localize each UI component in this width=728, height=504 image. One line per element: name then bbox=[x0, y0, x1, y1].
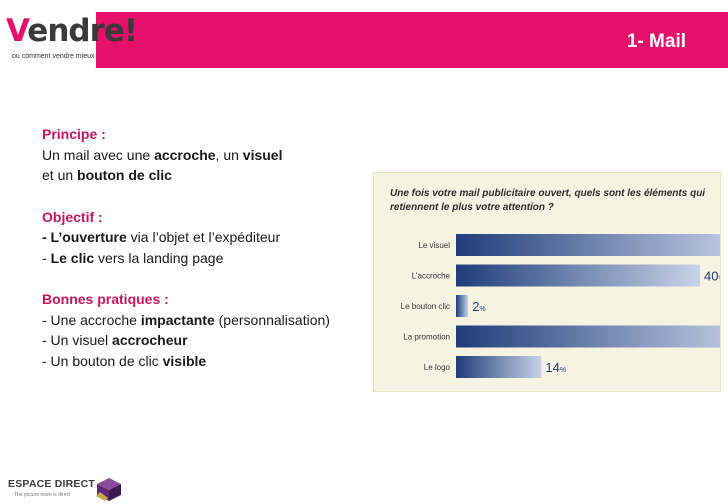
objectif-heading: Objectif : bbox=[42, 208, 103, 225]
category-label: L’accroche bbox=[412, 272, 451, 281]
title-band bbox=[96, 12, 728, 68]
chart-title: Une fois votre mail publicitaire ouvert,… bbox=[390, 188, 706, 213]
principe-heading: Principe : bbox=[42, 126, 106, 142]
bar bbox=[456, 325, 720, 348]
value-label: 14% bbox=[545, 360, 566, 375]
footer-tagline: The picture more is direct bbox=[14, 492, 71, 498]
category-label: Le visuel bbox=[418, 241, 450, 250]
principe-line-2: et un bouton de clic bbox=[42, 167, 172, 183]
category-label: Le logo bbox=[424, 363, 451, 372]
logo-wordmark: Vendre! bbox=[6, 13, 138, 49]
slide-title: 1- Mail bbox=[626, 31, 686, 52]
espace-direct-logo: ESPACE DIRECT The picture more is direct bbox=[8, 472, 128, 504]
pratiques-heading: Bonnes pratiques : bbox=[42, 291, 169, 307]
cube-icon bbox=[96, 478, 121, 501]
pratiques-line-2: - Un visuel accrocheur bbox=[42, 332, 188, 348]
pratiques-line-1: - Une accroche impactante (personnalisat… bbox=[42, 311, 330, 328]
survey-chart: Une fois votre mail publicitaire ouvert,… bbox=[373, 172, 721, 392]
objectif-line-1: - L’ouverture via l’objet et l’expéditeu… bbox=[42, 229, 281, 245]
text-content: Principe : Un mail avec une accroche, un… bbox=[42, 124, 372, 371]
pratiques-line-3: - Un bouton de clic visible bbox=[42, 352, 207, 369]
value-label: 40% bbox=[704, 269, 720, 284]
bar bbox=[456, 234, 720, 256]
bar bbox=[456, 295, 469, 317]
principe-line-1: Un mail avec une accroche, un visuel bbox=[42, 146, 283, 163]
bar bbox=[456, 356, 542, 378]
footer-brand: ESPACE DIRECT bbox=[8, 478, 95, 490]
objectif-line-2: - Le clic vers la landing page bbox=[42, 249, 224, 266]
category-label: Le bouton clic bbox=[401, 302, 450, 311]
bar bbox=[456, 264, 700, 287]
value-label: 2% bbox=[472, 299, 485, 314]
category-label: La promotion bbox=[403, 333, 450, 342]
vendre-logo: Vendre! ou comment vendre mieux bbox=[6, 14, 138, 66]
logo-tagline: ou comment vendre mieux bbox=[12, 53, 95, 60]
